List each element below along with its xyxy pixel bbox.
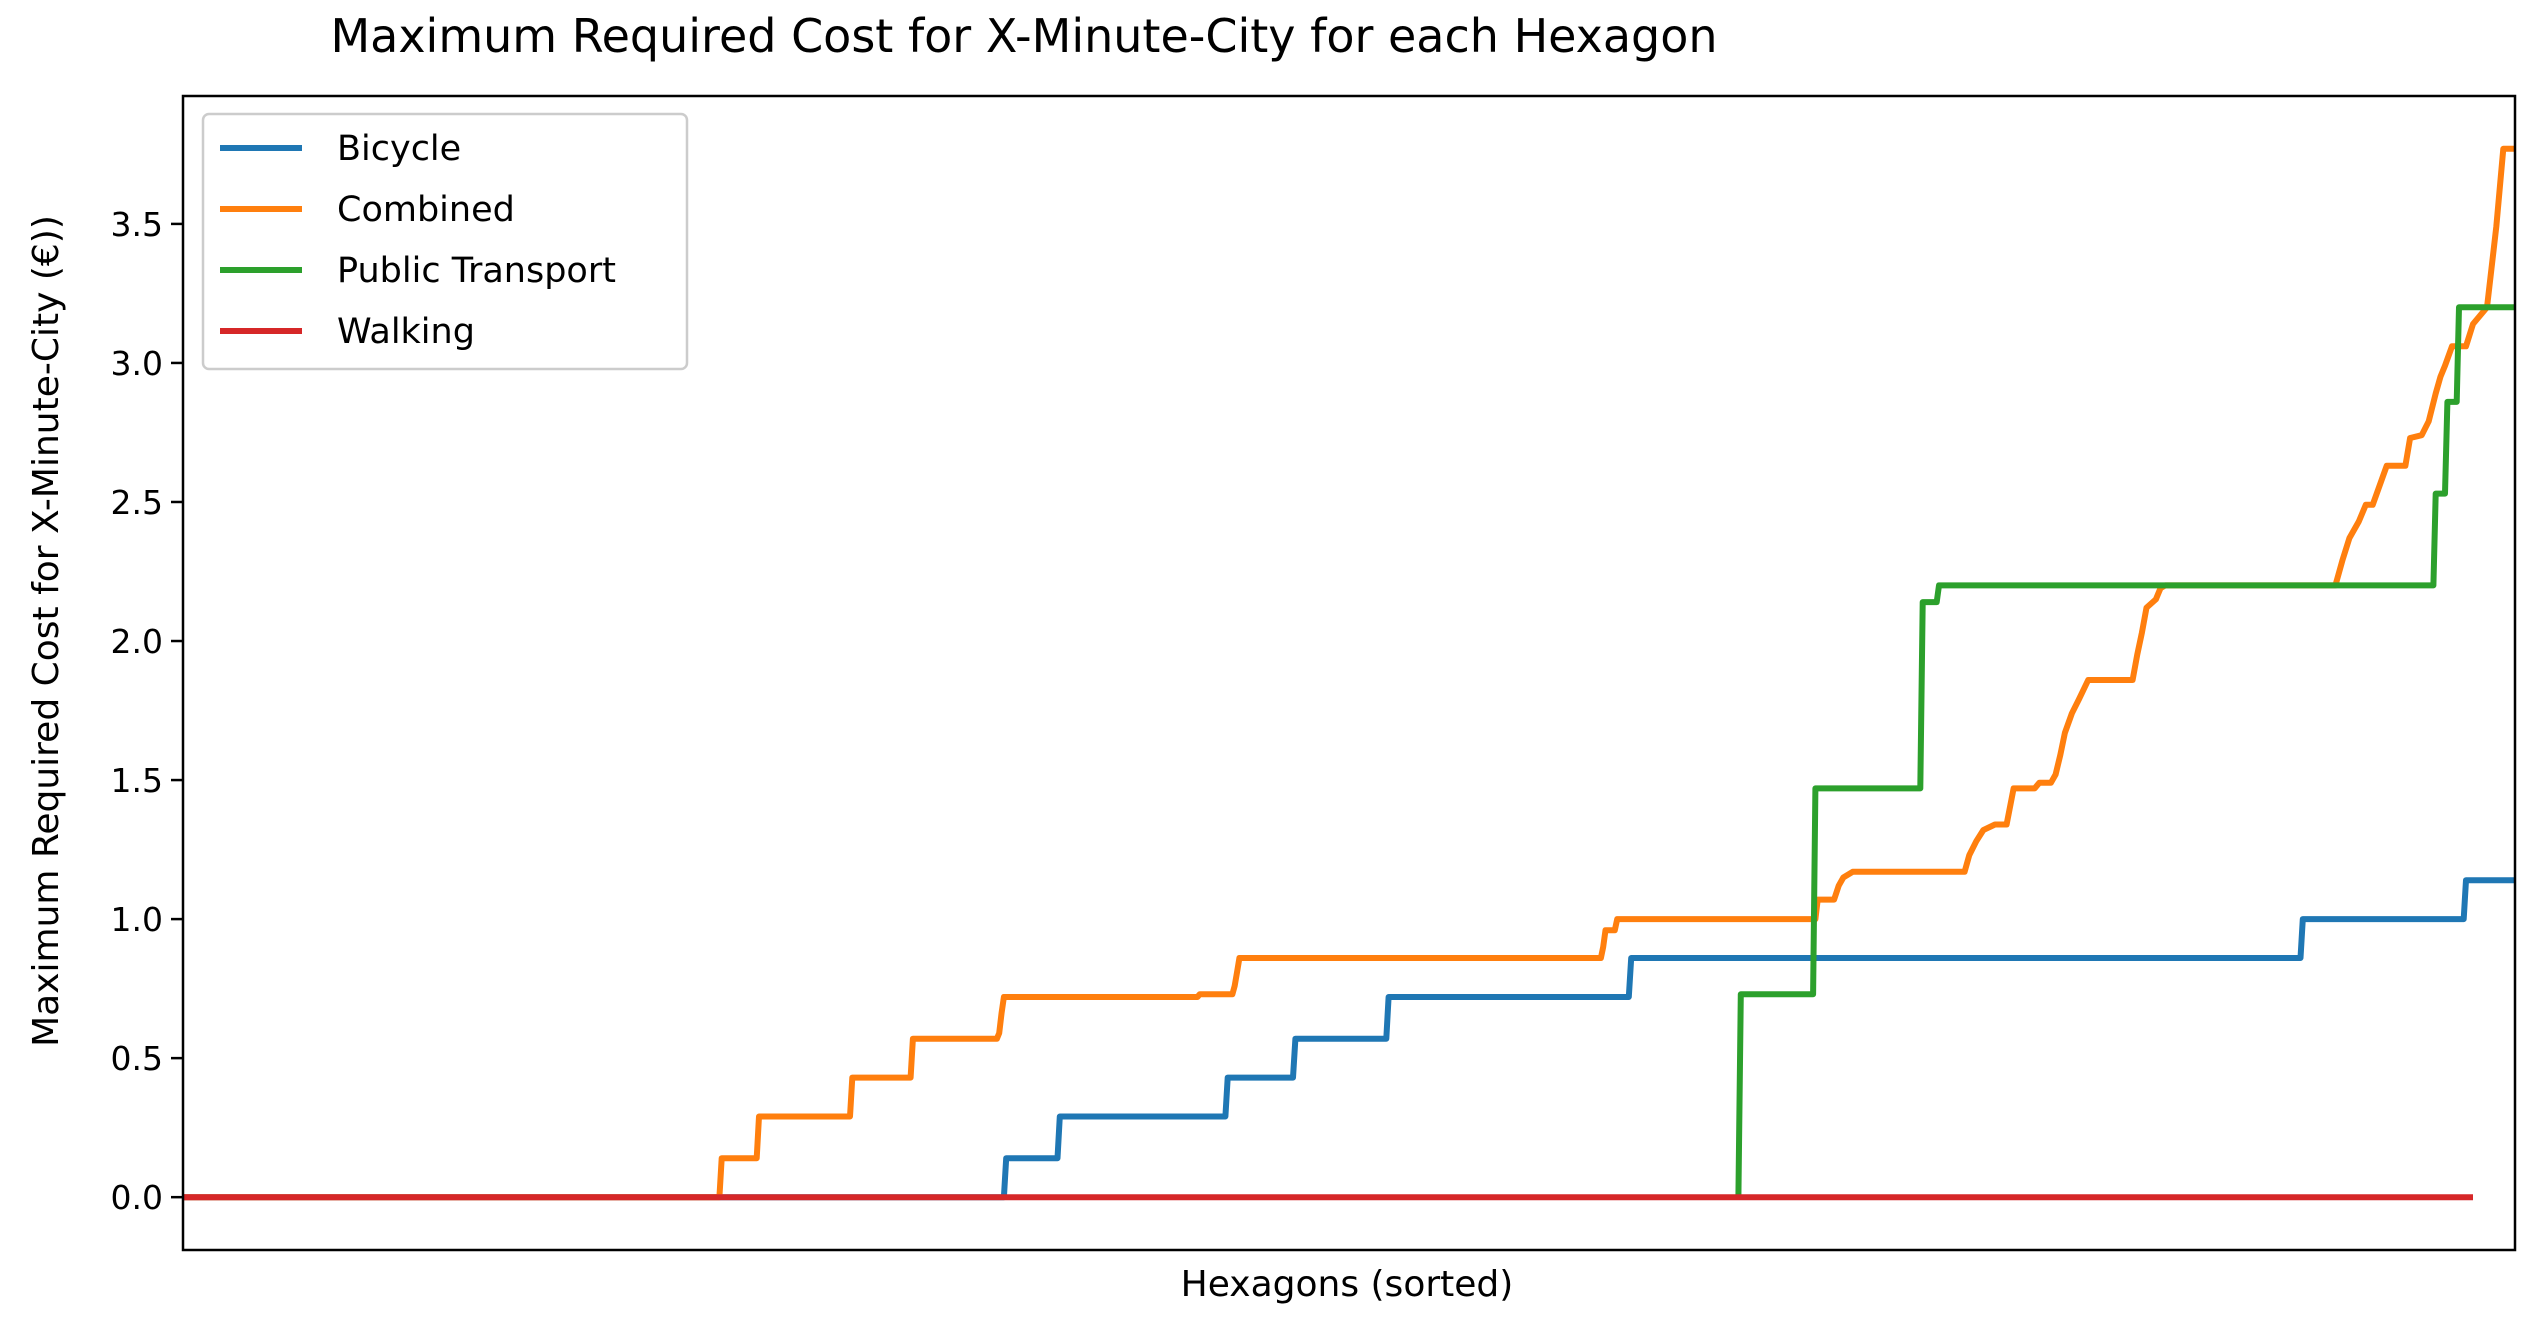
y-axis-label: Maximum Required Cost for X-Minute-City …: [26, 215, 67, 1047]
y-tick-label: 0.0: [111, 1178, 163, 1217]
series-line-public-transport: [1735, 304, 2515, 1198]
legend-label: Walking: [337, 312, 475, 352]
x-axis-label: Hexagons (sorted): [1181, 1264, 1514, 1305]
plot-frame: [181, 94, 2517, 1252]
chart-title: Maximum Required Cost for X-Minute-City …: [330, 9, 1717, 63]
legend-box: [201, 112, 689, 371]
series-line-bicycle: [183, 877, 2515, 1201]
y-axis-ticks: 0.0 0.5 1.0 1.5 2.0 2.5 3.0 3.5: [111, 205, 183, 1217]
y-tick-label: 3.0: [111, 344, 163, 383]
y-tick-label: 1.0: [111, 900, 163, 939]
y-tick-label: 1.5: [111, 761, 163, 800]
y-tick-label: 0.5: [111, 1039, 163, 1078]
plot-area: [183, 145, 2515, 1201]
y-tick-label: 2.0: [111, 622, 163, 661]
y-tick-label: 3.5: [111, 205, 163, 244]
legend: Bicycle Combined Public Transport Walking: [201, 112, 689, 371]
legend-label: Public Transport: [337, 251, 616, 291]
legend-label: Bicycle: [337, 129, 461, 169]
series-line-combined: [183, 145, 2515, 1201]
legend-label: Combined: [337, 190, 515, 230]
y-tick-label: 2.5: [111, 483, 163, 522]
